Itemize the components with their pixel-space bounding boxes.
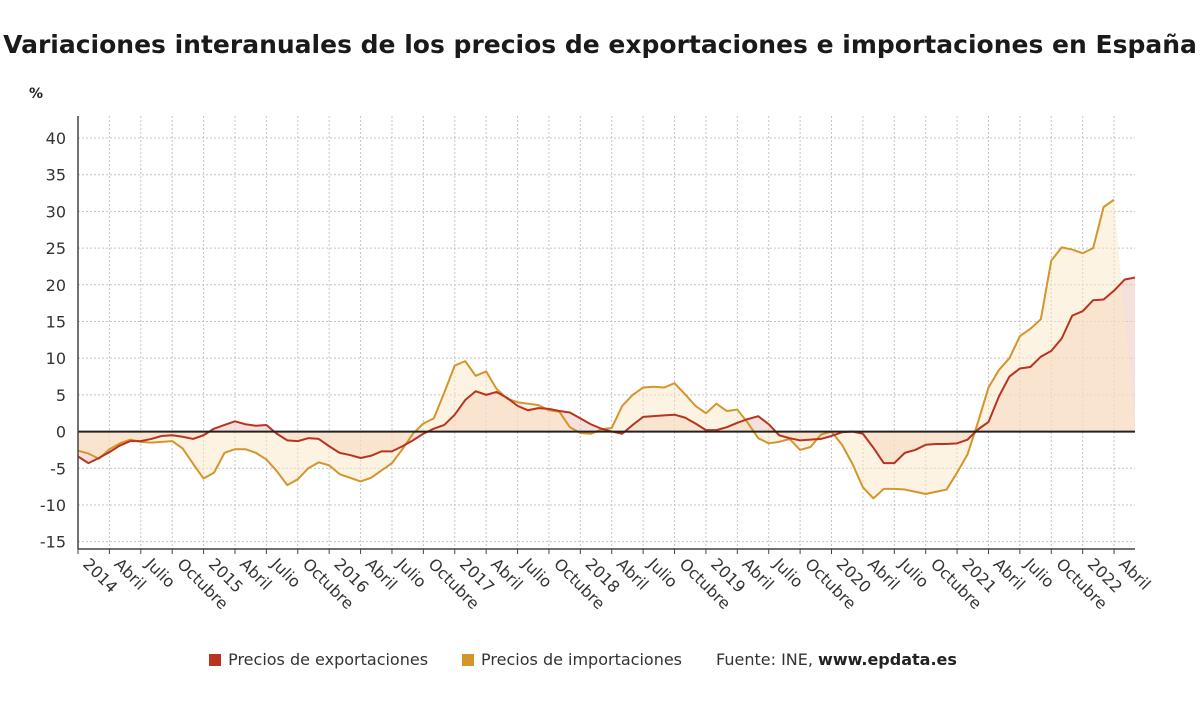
y-tick-label: 15 [46,312,66,331]
chart-title: Variaciones interanuales de los precios … [3,30,1197,59]
y-tick-labels: 40 35 30 25 20 15 10 5 0 -5 -10 -15 [40,129,66,552]
x-tick-label: Julio [1020,554,1058,592]
legend-swatch-exportaciones [209,653,222,666]
axes [77,116,1135,554]
line-series-0 [77,276,1136,465]
area-series-1 [78,199,1135,499]
y-tick-label: 0 [56,423,66,442]
x-tick-label: 2014 [79,554,121,596]
y-tick-label: -10 [40,496,66,515]
x-tick-label: Julio [267,554,305,592]
series-lines [77,198,1136,500]
source-note: Fuente: INE, www.epdata.es [716,650,957,669]
y-tick-label: -15 [40,533,66,552]
y-tick-label: 5 [56,386,66,405]
y-axis-unit: % [29,86,44,102]
y-tick-label: 40 [46,129,66,148]
x-tick-label: Julio [141,554,179,592]
x-tick-label: Julio [392,554,430,592]
legend: Precios de exportaciones Precios de impo… [0,650,1200,669]
legend-label-exportaciones: Precios de exportaciones [228,650,429,669]
y-tick-label: -5 [50,459,66,478]
source-site: www.epdata.es [818,650,957,669]
x-tick-labels: 2014AbrilJulioOctubre2015AbrilJulioOctub… [79,554,1154,613]
y-tick-label: 20 [46,276,66,295]
legend-label-importaciones: Precios de importaciones [481,650,683,669]
areas [78,199,1135,499]
source-prefix: Fuente: INE, [716,650,813,669]
grid [77,116,1135,549]
x-tick-label: Julio [769,554,807,592]
legend-item-importaciones: Precios de importaciones [462,650,682,669]
x-tick-label: Julio [644,554,682,592]
y-tick-label: 25 [46,239,66,258]
legend-item-exportaciones: Precios de exportaciones [209,650,428,669]
x-tick-label: Julio [895,554,933,592]
y-tick-label: 35 [46,166,66,185]
legend-swatch-importaciones [462,653,475,666]
x-tick-label: Julio [518,554,556,592]
y-tick-label: 30 [46,202,66,221]
y-tick-label: 10 [46,349,66,368]
